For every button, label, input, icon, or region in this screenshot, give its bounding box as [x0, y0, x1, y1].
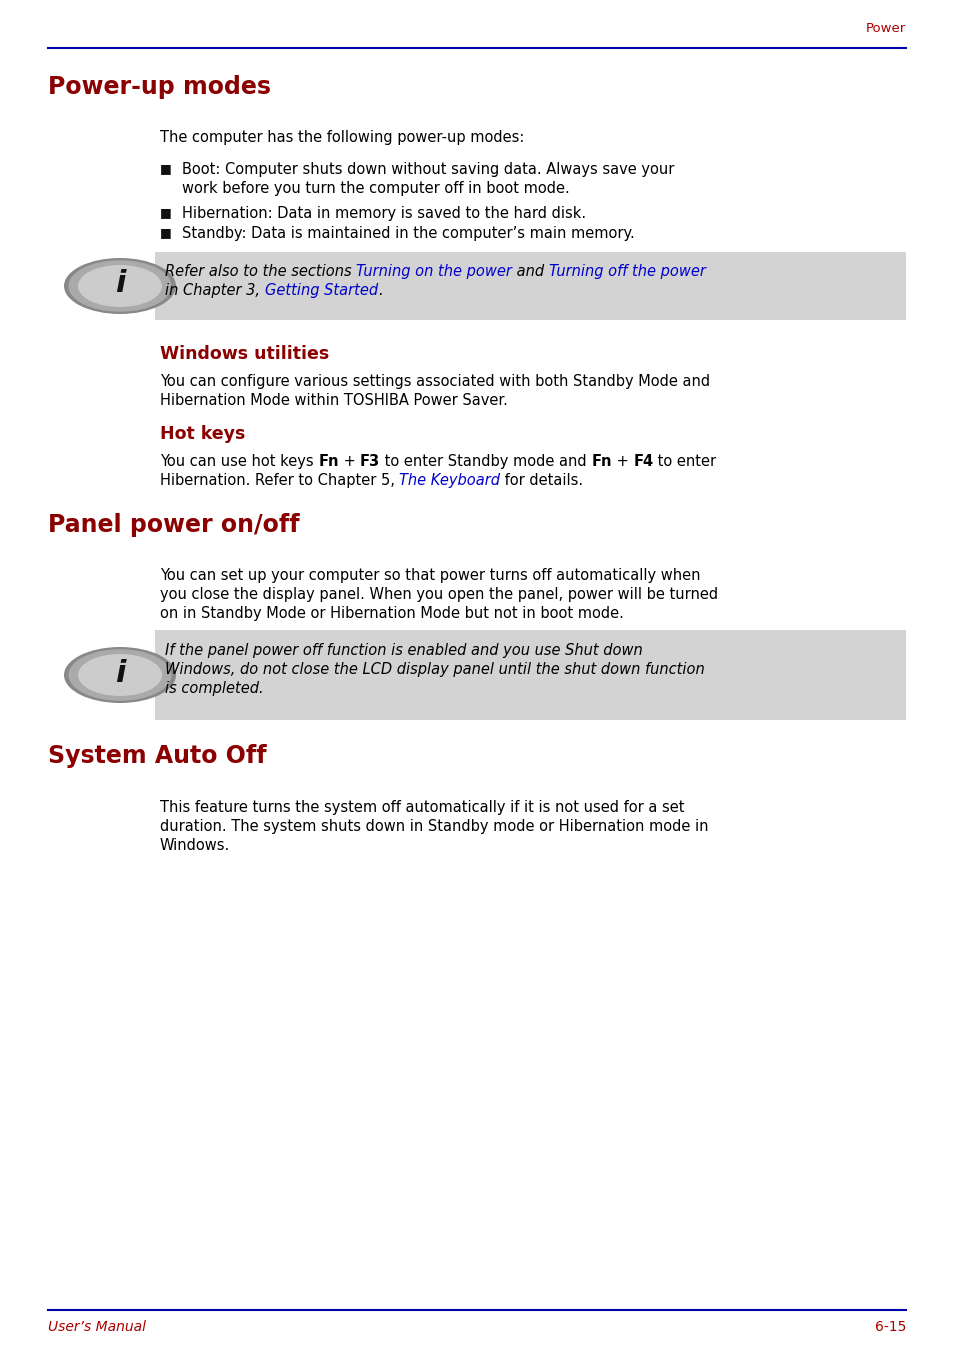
Text: System Auto Off: System Auto Off [48, 744, 266, 768]
Ellipse shape [64, 648, 175, 703]
Text: User’s Manual: User’s Manual [48, 1320, 146, 1334]
Text: ■: ■ [160, 162, 172, 174]
Text: +: + [338, 454, 359, 469]
Text: Windows.: Windows. [160, 838, 230, 853]
Text: Panel power on/off: Panel power on/off [48, 512, 299, 537]
Text: If the panel power off function is enabled and you use Shut down: If the panel power off function is enabl… [165, 644, 642, 658]
Text: duration. The system shuts down in Standby mode or Hibernation mode in: duration. The system shuts down in Stand… [160, 819, 708, 834]
Bar [154, 630, 905, 721]
Ellipse shape [64, 258, 175, 314]
Text: F3: F3 [359, 454, 380, 469]
Text: You can configure various settings associated with both Standby Mode and: You can configure various settings assoc… [160, 375, 709, 389]
Text: on in Standby Mode or Hibernation Mode but not in boot mode.: on in Standby Mode or Hibernation Mode b… [160, 606, 623, 621]
Text: Boot: Computer shuts down without saving data. Always save your: Boot: Computer shuts down without saving… [182, 162, 674, 177]
Text: Refer also to the sections: Refer also to the sections [165, 264, 355, 279]
Text: Fn: Fn [318, 454, 338, 469]
Text: and: and [512, 264, 548, 279]
Text: i: i [114, 658, 125, 688]
Text: Hibernation. Refer to Chapter 5,: Hibernation. Refer to Chapter 5, [160, 473, 399, 488]
Text: ■: ■ [160, 206, 172, 219]
Text: work before you turn the computer off in boot mode.: work before you turn the computer off in… [182, 181, 569, 196]
Text: you close the display panel. When you open the panel, power will be turned: you close the display panel. When you op… [160, 587, 718, 602]
Text: The Keyboard: The Keyboard [399, 473, 500, 488]
Text: Hibernation Mode within TOSHIBA Power Saver.: Hibernation Mode within TOSHIBA Power Sa… [160, 393, 507, 408]
Text: Fn: Fn [591, 454, 612, 469]
Ellipse shape [78, 265, 162, 307]
Text: to enter: to enter [653, 454, 716, 469]
Text: .: . [377, 283, 382, 297]
Text: You can set up your computer so that power turns off automatically when: You can set up your computer so that pow… [160, 568, 700, 583]
Ellipse shape [78, 654, 162, 696]
Ellipse shape [69, 649, 172, 700]
Text: Windows, do not close the LCD display panel until the shut down function: Windows, do not close the LCD display pa… [165, 662, 704, 677]
Text: 6-15: 6-15 [874, 1320, 905, 1334]
Text: to enter Standby mode and: to enter Standby mode and [380, 454, 591, 469]
Text: Hibernation: Data in memory is saved to the hard disk.: Hibernation: Data in memory is saved to … [182, 206, 585, 220]
Text: Hot keys: Hot keys [160, 425, 245, 443]
Text: in Chapter 3,: in Chapter 3, [165, 283, 264, 297]
Bar [154, 251, 905, 320]
Text: +: + [612, 454, 633, 469]
Text: Turning on the power: Turning on the power [355, 264, 512, 279]
Text: Windows utilities: Windows utilities [160, 345, 329, 362]
Text: Power: Power [864, 22, 905, 35]
Text: i: i [114, 269, 125, 299]
Text: for details.: for details. [500, 473, 583, 488]
Text: This feature turns the system off automatically if it is not used for a set: This feature turns the system off automa… [160, 800, 684, 815]
Text: Power-up modes: Power-up modes [48, 74, 271, 99]
Text: F4: F4 [633, 454, 653, 469]
Text: Getting Started: Getting Started [264, 283, 377, 297]
Text: The computer has the following power-up modes:: The computer has the following power-up … [160, 130, 524, 145]
Text: Standby: Data is maintained in the computer’s main memory.: Standby: Data is maintained in the compu… [182, 226, 634, 241]
Text: ■: ■ [160, 226, 172, 239]
Text: Turning off the power: Turning off the power [548, 264, 705, 279]
Ellipse shape [69, 260, 172, 312]
Text: You can use hot keys: You can use hot keys [160, 454, 318, 469]
Text: is completed.: is completed. [165, 681, 263, 696]
